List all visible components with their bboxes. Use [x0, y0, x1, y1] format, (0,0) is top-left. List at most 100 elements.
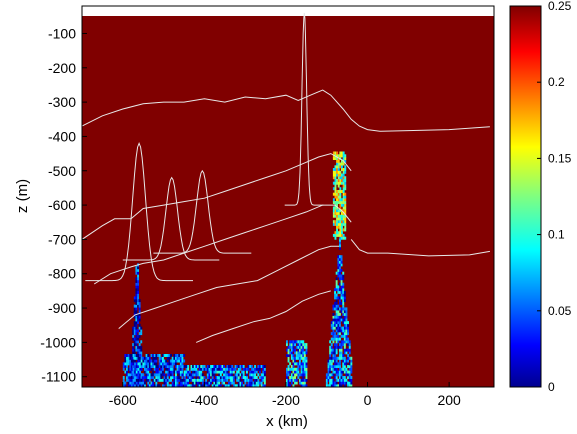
- heatmap-cell: [142, 365, 145, 368]
- heatmap-cell: [254, 370, 256, 374]
- heatmap-cell: [129, 370, 132, 374]
- heatmap-cell: [127, 378, 130, 382]
- heatmap-cell: [332, 312, 335, 316]
- heatmap-cell: [344, 181, 347, 185]
- heatmap-cell: [292, 340, 295, 344]
- heatmap-cell: [195, 376, 198, 379]
- heatmap-cell: [129, 367, 132, 371]
- heatmap-cell: [339, 241, 341, 245]
- heatmap-cell: [170, 359, 172, 363]
- heatmap-cell: [131, 384, 133, 387]
- heatmap-cell: [337, 195, 340, 199]
- heatmap-cell: [343, 376, 346, 379]
- heatmap-cell: [342, 195, 345, 199]
- heatmap-cell: [192, 365, 194, 368]
- heatmap-cell: [144, 384, 146, 387]
- heatmap-cell: [247, 365, 250, 368]
- heatmap-cell: [178, 373, 181, 377]
- heatmap-cell: [337, 274, 340, 278]
- heatmap-cell: [297, 340, 300, 344]
- heatmap-cell: [339, 257, 341, 261]
- heatmap-cell: [135, 307, 138, 311]
- heatmap-cell: [292, 356, 295, 360]
- heatmap-cell: [181, 381, 184, 385]
- heatmap-cell: [135, 362, 138, 366]
- heatmap-cell: [185, 384, 188, 387]
- heatmap-cell: [192, 376, 194, 379]
- heatmap-cell: [345, 323, 348, 327]
- heatmap-cell: [135, 373, 138, 377]
- heatmap-cell: [173, 362, 176, 366]
- heatmap-cell: [303, 381, 306, 385]
- heatmap-cell: [135, 376, 138, 379]
- heatmap-cell: [142, 359, 145, 363]
- heatmap-cell: [330, 384, 333, 387]
- heatmap-cell: [200, 373, 203, 377]
- heatmap-cell: [342, 181, 345, 185]
- heatmap-cell: [342, 209, 345, 213]
- heatmap-cell: [255, 376, 258, 379]
- heatmap-cell: [350, 381, 353, 385]
- heatmap-cell: [181, 370, 184, 374]
- heatmap-cell: [327, 365, 330, 368]
- heatmap-cell: [340, 351, 343, 355]
- heatmap-cell: [135, 378, 138, 382]
- heatmap-cell: [175, 359, 177, 363]
- heatmap-cell: [147, 378, 150, 382]
- contour-line: [82, 89, 490, 132]
- heatmap-cell: [137, 354, 140, 357]
- heatmap-cell: [297, 370, 300, 374]
- heatmap-cell: [140, 362, 143, 366]
- heatmap-cell: [137, 373, 140, 377]
- heatmap-cell: [342, 187, 345, 191]
- heatmap-cell: [334, 321, 336, 325]
- heatmap-cell: [263, 378, 266, 382]
- heatmap-cell: [133, 367, 136, 371]
- heatmap-cell: [223, 365, 225, 368]
- heatmap-cell: [343, 312, 346, 316]
- heatmap-cell: [337, 179, 340, 182]
- heatmap-cell: [342, 293, 345, 297]
- heatmap-cell: [335, 315, 338, 319]
- heatmap-cell: [339, 318, 341, 322]
- heatmap-cell: [339, 348, 341, 352]
- heatmap-cell: [133, 296, 136, 300]
- heatmap-cell: [339, 312, 341, 316]
- heatmap-cell: [132, 326, 135, 330]
- heatmap-cell: [178, 376, 181, 379]
- heatmap-cell: [343, 345, 346, 349]
- heatmap-cell: [205, 378, 208, 382]
- heatmap-cell: [224, 376, 227, 379]
- heatmap-cell: [218, 384, 221, 387]
- heatmap-cell: [242, 384, 245, 387]
- heatmap-cell: [287, 370, 290, 374]
- heatmap-cell: [244, 378, 247, 382]
- heatmap-cell: [206, 384, 209, 387]
- heatmap-cell: [216, 370, 219, 374]
- heatmap-cell: [350, 376, 353, 379]
- heatmap-cell: [173, 356, 176, 360]
- heatmap-cell: [122, 381, 125, 385]
- heatmap-cell: [252, 370, 255, 374]
- heatmap-field: [82, 16, 494, 387]
- heatmap-cell: [345, 329, 348, 333]
- heatmap-cell: [135, 334, 138, 338]
- heatmap-cell: [347, 326, 349, 330]
- heatmap-cell: [148, 384, 151, 387]
- heatmap-cell: [335, 288, 338, 292]
- heatmap-cell: [140, 373, 143, 377]
- y-tick-label: -300: [48, 94, 76, 110]
- heatmap-cell: [347, 384, 349, 387]
- heatmap-cell: [337, 356, 340, 360]
- heatmap-cell: [160, 362, 163, 366]
- heatmap-cell: [342, 214, 345, 218]
- heatmap-cell: [300, 367, 303, 371]
- heatmap-cell: [184, 370, 186, 374]
- heatmap-cell: [342, 206, 345, 210]
- heatmap-cell: [350, 365, 353, 368]
- heatmap-cell: [129, 373, 132, 377]
- heatmap-cell: [232, 381, 235, 385]
- heatmap-cell: [153, 373, 156, 377]
- heatmap-cell: [347, 373, 349, 377]
- heatmap-cell: [339, 154, 342, 158]
